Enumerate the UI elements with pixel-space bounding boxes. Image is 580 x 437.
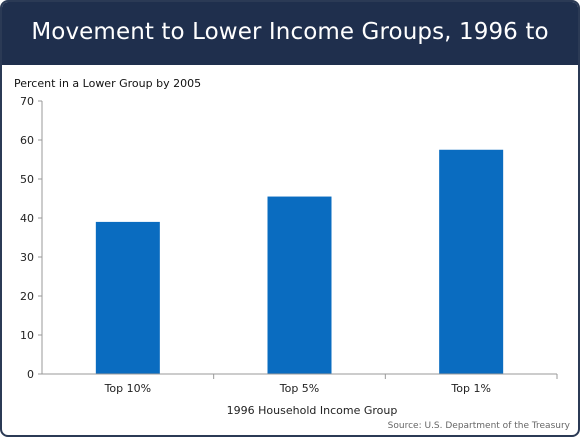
bars — [95, 149, 504, 374]
y-axis-label: Percent in a Lower Group by 2005 — [14, 77, 201, 90]
x-axis-ticks: Top 10% Top 5% Top 1% — [104, 374, 558, 395]
y-axis-ticks: 0 10 20 30 40 50 60 70 — [20, 95, 42, 381]
y-tick-label: 40 — [20, 212, 34, 225]
title-banner: Movement to Lower Income Groups, 1996 to… — [2, 2, 578, 106]
x-tick-label: Top 5% — [279, 382, 320, 395]
source-note: Source: U.S. Department of the Treasury — [388, 421, 571, 431]
bar-3 — [439, 149, 504, 374]
bar-1 — [95, 221, 160, 374]
y-tick-label: 30 — [20, 251, 34, 264]
y-tick-label: 20 — [20, 290, 34, 303]
x-tick-label: Top 1% — [450, 382, 491, 395]
y-tick-label: 60 — [20, 134, 34, 147]
y-tick-label: 50 — [20, 173, 34, 186]
bar-2 — [267, 196, 332, 374]
y-tick-label: 10 — [20, 329, 34, 342]
x-axis-label: 1996 Household Income Group — [227, 404, 398, 417]
y-tick-label: 70 — [20, 95, 34, 108]
y-tick-label: 0 — [27, 368, 34, 381]
x-tick-label: Top 10% — [104, 382, 152, 395]
chart-title: Movement to Lower Income Groups, 1996 to… — [31, 19, 549, 106]
